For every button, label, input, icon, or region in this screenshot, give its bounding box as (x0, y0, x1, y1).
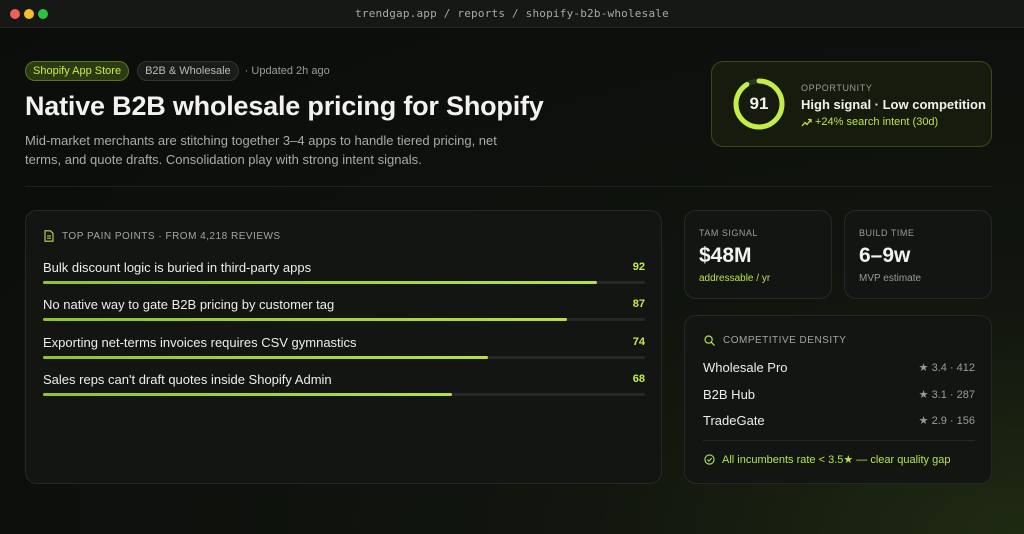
pain-point-label: No native way to gate B2B pricing by cus… (43, 297, 335, 312)
competitive-divider (703, 440, 975, 441)
title-bar: trendgap.app / reports / shopify-b2b-who… (0, 0, 1024, 28)
competitor-rating: ★ 3.4 · 412 (918, 362, 975, 374)
tam-signal-label: TAM SIGNAL (699, 228, 758, 238)
page-description: Mid-market merchants are stitching toget… (25, 133, 497, 167)
build-time-sub: MVP estimate (859, 273, 922, 284)
pain-point-label: Bulk discount logic is buried in third-p… (43, 260, 312, 275)
close-window-button[interactable] (10, 9, 20, 19)
check-circle-icon (704, 454, 715, 465)
address-bar[interactable]: trendgap.app / reports / shopify-b2b-who… (355, 7, 669, 20)
competitive-density-card: COMPETITIVE DENSITY Wholesale Pro ★ 3.4 … (684, 315, 992, 484)
opportunity-trend: +24% search intent (30d) (801, 116, 938, 128)
pain-point-bar (43, 393, 645, 396)
competitor-row[interactable]: B2B Hub ★ 3.1 · 287 (703, 387, 975, 403)
pain-point-bar (43, 356, 645, 359)
tam-signal-sub: addressable / yr (699, 273, 771, 284)
trend-up-icon (801, 118, 812, 126)
build-time-value: 6–9w (859, 244, 911, 267)
competitor-rating: ★ 3.1 · 287 (918, 389, 975, 401)
opportunity-score-ring (733, 78, 785, 130)
competitor-row[interactable]: TradeGate ★ 2.9 · 156 (703, 413, 975, 429)
competitor-name: Wholesale Pro (703, 360, 788, 375)
tam-signal-card: TAM SIGNAL $48M addressable / yr (684, 210, 832, 299)
pain-point-score: 74 (632, 336, 645, 348)
section-divider (25, 186, 992, 187)
opportunity-score: 91 (749, 94, 769, 113)
pain-point-bar-fill (43, 281, 597, 284)
pain-point-label: Sales reps can't draft quotes inside Sho… (43, 372, 332, 387)
pain-point-item[interactable]: No native way to gate B2B pricing by cus… (43, 297, 645, 327)
opportunity-label: OPPORTUNITY (801, 83, 873, 93)
competitor-rating: ★ 2.9 · 156 (918, 415, 975, 427)
opportunity-card[interactable]: 91 OPPORTUNITY High signal · Low competi… (711, 61, 992, 147)
competitor-row[interactable]: Wholesale Pro ★ 3.4 · 412 (703, 360, 975, 376)
document-icon (44, 230, 54, 242)
build-time-label: BUILD TIME (859, 228, 915, 238)
pain-point-bar-fill (43, 356, 489, 359)
pain-point-bar-fill (43, 393, 453, 396)
search-icon (704, 335, 715, 346)
pain-points-title: TOP PAIN POINTS · FROM 4,218 REVIEWS (62, 230, 281, 242)
pain-point-score: 92 (632, 261, 645, 273)
maximize-window-button[interactable] (38, 9, 48, 19)
build-time-card: BUILD TIME 6–9w MVP estimate (844, 210, 992, 299)
pain-point-score: 68 (632, 373, 645, 385)
pain-point-item[interactable]: Bulk discount logic is buried in third-p… (43, 260, 645, 290)
competitive-insight: All incumbents rate < 3.5★ — clear quali… (704, 453, 950, 466)
pain-point-label: Exporting net-terms invoices requires CS… (43, 335, 357, 350)
competitive-density-title: COMPETITIVE DENSITY (723, 335, 847, 346)
pain-points-header: TOP PAIN POINTS · FROM 4,218 REVIEWS (44, 230, 281, 242)
tag-row: Shopify App Store B2B & Wholesale · Upda… (25, 61, 330, 81)
pain-point-bar (43, 318, 645, 321)
pain-point-item[interactable]: Sales reps can't draft quotes inside Sho… (43, 372, 645, 402)
pain-points-card: TOP PAIN POINTS · FROM 4,218 REVIEWS Bul… (25, 210, 662, 484)
competitive-insight-text: All incumbents rate < 3.5★ — clear quali… (722, 454, 951, 466)
source-tag[interactable]: Shopify App Store (25, 61, 130, 81)
tam-signal-value: $48M (699, 244, 752, 267)
pain-point-bar (43, 281, 645, 284)
competitor-name: TradeGate (703, 413, 765, 428)
pain-point-item[interactable]: Exporting net-terms invoices requires CS… (43, 335, 645, 365)
pain-point-bar-fill (43, 318, 567, 321)
pain-point-score: 87 (632, 298, 645, 310)
updated-timestamp: · Updated 2h ago (244, 65, 330, 77)
page-title: Native B2B wholesale pricing for Shopify (25, 91, 544, 121)
minimize-window-button[interactable] (24, 9, 34, 19)
competitive-density-header: COMPETITIVE DENSITY (704, 335, 846, 346)
opportunity-headline: High signal · Low competition (801, 97, 986, 112)
opportunity-trend-text: +24% search intent (30d) (815, 116, 939, 128)
competitor-name: B2B Hub (703, 387, 756, 402)
category-tag[interactable]: B2B & Wholesale (137, 61, 239, 81)
